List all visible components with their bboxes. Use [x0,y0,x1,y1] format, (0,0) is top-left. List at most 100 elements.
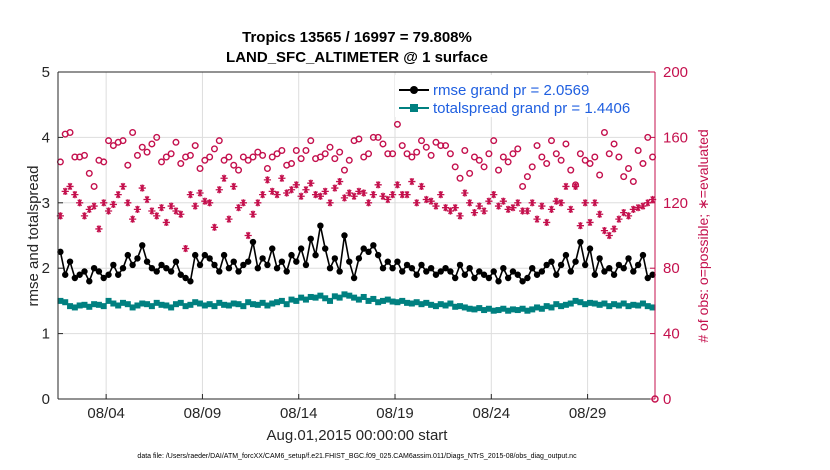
rmse-point [577,238,584,246]
totalspread-point [317,292,324,299]
obs-evaluated-point [557,199,565,207]
obs-evaluated-point [403,191,411,199]
y-axis-right-label: # of obs: o=possible; ∗=evaluated [695,129,711,342]
obs-evaluated-point [244,231,252,240]
totalspread-point [408,300,415,307]
rmse-point [461,271,469,278]
totalspread-point [119,299,126,306]
rmse-point [581,261,589,269]
obs-possible-point [533,142,541,150]
totalspread-point [240,303,247,310]
totalspread-point [606,303,613,310]
obs-evaluated-point [576,222,584,230]
data-lines [57,222,656,314]
rmse-point [639,251,647,259]
rmse-point [119,265,127,272]
obs-evaluated-point [326,199,334,207]
obs-evaluated-point [66,182,74,191]
obs-evaluated-point [374,181,382,189]
totalspread-point [558,303,565,310]
obs-evaluated-point [206,199,214,207]
rmse-point [216,268,223,275]
obs-evaluated-point [413,199,421,207]
obs-evaluated-point [133,205,142,213]
obs-possible-point [153,133,161,141]
rmse-point [524,274,531,282]
obs-evaluated-point [321,187,329,195]
rmse-point [312,251,319,259]
obs-possible-point [605,150,613,158]
obs-possible-point [307,137,315,145]
rmse-point [139,242,146,249]
totalspread-point [192,299,199,306]
legend-box [395,75,647,117]
rmse-point [322,245,329,252]
obs-possible-point [374,133,382,141]
obs-evaluated-point [355,187,363,195]
obs-possible-point [557,156,565,164]
rmse-point [172,258,180,265]
rmse-point [480,271,488,278]
totalspread-point [278,297,285,304]
obs-evaluated-point [191,202,199,210]
rmse-point [442,265,449,272]
rmse-point [269,245,276,252]
rmse-point [177,271,184,278]
legend-spread-label: totalspread grand pr = 1.4406 [433,100,630,117]
obs-possible-point [186,151,194,159]
obs-evaluated-point [446,207,454,215]
totalspread-point [327,297,334,304]
obs-evaluated-point [547,205,556,213]
obs-possible-point [326,143,334,151]
obs-evaluated-point [432,202,440,210]
totalspread-point [124,301,131,308]
obs-evaluated-point [129,215,137,223]
totalspread-point [572,297,579,304]
rmse-point [394,258,401,265]
totalspread-point [259,299,266,306]
totalspread-point [177,299,184,306]
y-right-tick-label: 0 [663,391,671,408]
obs-possible-point [340,166,348,174]
rmse-point [466,265,473,272]
rmse-point [244,258,252,265]
rmse-point [114,271,122,278]
obs-evaluated-point [648,195,657,204]
totalspread-point [404,299,411,306]
obs-possible-point [615,153,623,161]
obs-evaluated-point [600,226,609,235]
y-tick-label: 0 [42,391,50,408]
obs-possible-point [547,137,555,145]
obs-evaluated-point [56,212,65,220]
obs-evaluated-point [624,212,633,220]
obs-possible-point [485,150,493,158]
rmse-point [288,251,295,259]
obs-possible-point [432,138,440,146]
obs-possible-point [360,153,368,161]
obs-possible-point [523,173,531,181]
obs-evaluated-point [80,212,89,220]
obs-evaluated-point [345,189,353,197]
obs-evaluated-point [316,192,324,200]
rmse-point [293,258,300,265]
obs-evaluated-point [620,209,628,217]
totalspread-point [399,297,406,304]
rmse-point [341,232,348,239]
obs-evaluated-point [172,207,180,215]
obs-evaluated-point [596,210,604,218]
totalspread-point [432,303,439,310]
totalspread-point [269,300,276,307]
obs-evaluated-point [292,181,300,189]
rmse-point [374,251,382,259]
rmse-point [129,261,136,269]
rmse-point [476,268,483,275]
obs-possible-point [138,143,146,151]
totalspread-point [461,304,468,311]
rmse-point [57,248,64,256]
rmse-point [423,268,430,275]
rmse-point [283,268,290,275]
obs-evaluated-point [283,189,291,197]
rmse-point [81,268,88,275]
obs-possible-point [162,153,170,161]
rmse-point [317,222,324,229]
